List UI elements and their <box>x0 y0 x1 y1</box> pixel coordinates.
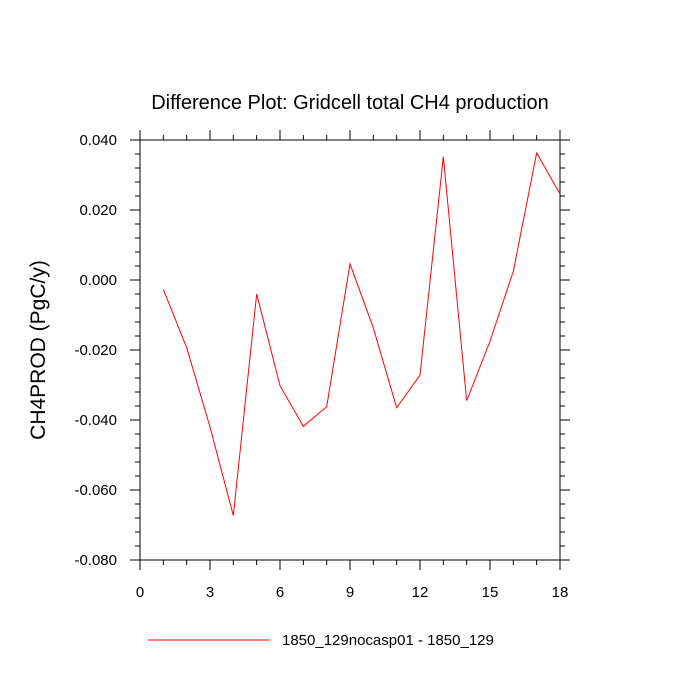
y-tick-label: -0.020 <box>74 342 117 359</box>
series-line <box>162 151 561 516</box>
series-layer <box>162 151 561 516</box>
data-point <box>536 152 537 153</box>
data-point <box>326 406 327 407</box>
y-tick-label: -0.040 <box>74 412 117 429</box>
data-point <box>489 341 490 342</box>
x-tick-label: 3 <box>206 584 214 601</box>
x-tick-label: 9 <box>346 584 354 601</box>
x-tick-label: 0 <box>136 584 144 601</box>
data-point <box>396 407 397 408</box>
x-tick-label: 6 <box>276 584 284 601</box>
y-tick-label: -0.060 <box>74 482 117 499</box>
x-tick-label: 15 <box>482 584 499 601</box>
data-point <box>233 515 234 516</box>
data-point <box>443 156 444 157</box>
data-point <box>466 400 467 401</box>
y-tick-label: 0.020 <box>79 202 117 219</box>
data-point <box>513 271 514 272</box>
y-tick-label: 0.000 <box>79 272 117 289</box>
x-tick-label: 12 <box>412 584 429 601</box>
legend-label: 1850_129nocasp01 - 1850_129 <box>282 632 494 649</box>
x-tick-label: 18 <box>552 584 569 601</box>
plot-frame <box>139 139 561 561</box>
axis-ticks <box>130 130 570 570</box>
y-tick-label: 0.040 <box>79 132 117 149</box>
data-point <box>279 385 280 386</box>
data-point <box>373 327 374 328</box>
legend: 1850_129nocasp01 - 1850_129 <box>148 632 494 649</box>
data-point <box>163 289 164 290</box>
data-point <box>303 426 304 427</box>
tick-labels: 0 3 6 9 12 15 18 -0.080 -0.060 -0.040 -0.020 0.000 0… <box>74 132 568 601</box>
data-point <box>186 347 187 348</box>
data-point <box>419 375 420 376</box>
data-point <box>256 293 257 294</box>
data-point <box>559 193 560 194</box>
data-point <box>349 263 350 264</box>
data-point <box>209 426 210 427</box>
chart-title: Difference Plot: Gridcell total CH4 prod… <box>151 92 549 114</box>
y-tick-label: -0.080 <box>74 552 117 569</box>
y-axis-label: CH4PROD (PgC/y) <box>27 260 50 440</box>
